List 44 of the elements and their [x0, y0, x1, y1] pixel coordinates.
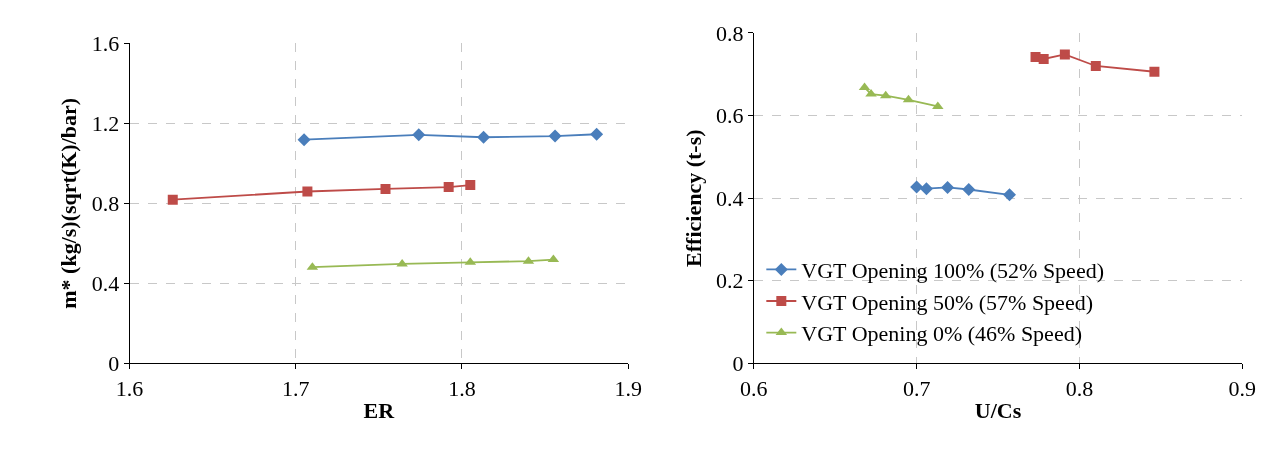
point — [1002, 188, 1016, 202]
y-tick-label: 0.8 — [91, 191, 120, 216]
y-axis-title: m* (kg/s)(sqrt(K)/bar) — [56, 97, 82, 309]
y-tick-label: 0.6 — [715, 103, 744, 129]
legend-label: VGT Opening 100% (52% Speed) — [801, 257, 1104, 283]
point — [380, 183, 391, 194]
point — [412, 128, 426, 142]
point — [1038, 53, 1049, 64]
point — [919, 182, 933, 196]
point — [941, 180, 955, 194]
point — [1059, 49, 1070, 60]
point — [477, 130, 491, 144]
y-tick-label: 0.4 — [91, 271, 120, 297]
point — [443, 182, 454, 193]
point — [465, 180, 476, 191]
y-tick-label: 1.6 — [91, 30, 120, 56]
x-tick-label: 1.6 — [115, 375, 144, 401]
legend-label: VGT Opening 50% (57% Speed) — [801, 289, 1093, 315]
y-tick-label: 0 — [732, 351, 744, 377]
x-tick-label: 1.7 — [282, 375, 310, 401]
y-tick-label: 0.2 — [715, 268, 744, 294]
x-tick-label: 1.8 — [448, 375, 476, 401]
legend-label: VGT Opening 0% (46% Speed) — [801, 321, 1082, 347]
point — [910, 180, 924, 194]
point — [590, 127, 604, 141]
x-axis-title: ER — [363, 397, 396, 423]
point — [297, 133, 311, 147]
point — [548, 129, 562, 143]
x-tick-label: 1.9 — [614, 375, 642, 401]
x-tick-label: 0.7 — [902, 375, 931, 401]
x-tick-label: 0.8 — [1065, 375, 1094, 401]
x-tick-label: 0.6 — [740, 375, 768, 401]
point — [1090, 60, 1101, 71]
x-tick-label: 0.9 — [1228, 375, 1257, 401]
x-axis-title: U/Cs — [974, 397, 1022, 423]
point — [1149, 66, 1160, 77]
y-tick-label: 0.8 — [715, 20, 744, 46]
y-tick-label: 0 — [108, 351, 120, 377]
y-tick-label: 0.4 — [715, 185, 744, 211]
y-axis-title: Efficiency (t-s) — [680, 129, 706, 267]
point — [302, 186, 313, 197]
y-tick-label: 1.2 — [91, 110, 120, 136]
point — [962, 182, 976, 196]
point — [167, 194, 178, 205]
